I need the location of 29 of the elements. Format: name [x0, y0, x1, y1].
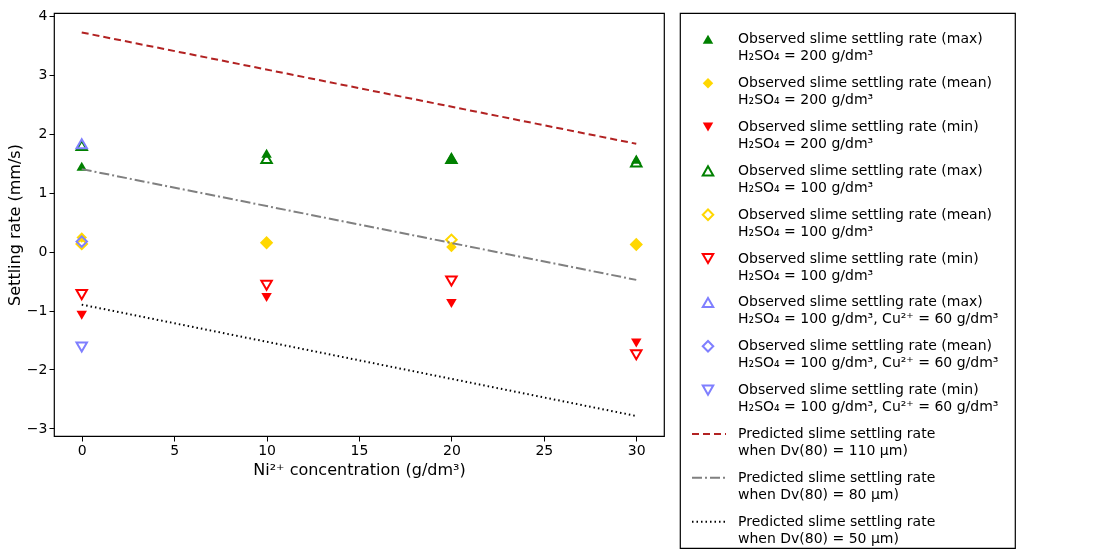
legend-label: Observed slime settling rate (min) H₂SO₄ = 100 g/dm³, Cu²⁺ = 60 g/dm³	[738, 381, 999, 415]
legend-label: Predicted slime settling rate when Dv(80) = 110 μm)	[738, 424, 936, 458]
x-tick-label: 25	[535, 441, 554, 458]
y-tick-label: 3	[38, 66, 48, 83]
legend-label: Observed slime settling rate (max) H₂SO₄ = 200 g/dm³	[738, 30, 983, 64]
x-tick-label: 10	[258, 441, 276, 458]
legend-label: Observed slime settling rate (min) H₂SO₄ = 200 g/dm³	[738, 118, 979, 152]
legend-label: Observed slime settling rate (mean) H₂SO₄ = 200 g/dm³	[738, 74, 992, 108]
legend-label: Predicted slime settling rate when Dv(80) = 80 μm)	[738, 468, 936, 502]
y-tick-label: 4	[38, 7, 48, 24]
legend-label: Observed slime settling rate (mean) H₂SO₄ = 100 g/dm³, Cu²⁺ = 60 g/dm³	[738, 337, 999, 371]
x-axis-title: Ni²⁺ concentration (g/dm³)	[253, 459, 466, 479]
y-tick-label: −1	[26, 302, 48, 319]
y-tick-label: 1	[38, 184, 48, 201]
x-tick-label: 15	[350, 441, 369, 458]
legend-label: Predicted slime settling rate when Dv(80) = 50 μm)	[738, 512, 936, 546]
x-tick-label: 20	[443, 441, 461, 458]
x-tick-label: 30	[627, 441, 646, 458]
legend-label: Observed slime settling rate (max) H₂SO₄ = 100 g/dm³, Cu²⁺ = 60 g/dm³	[738, 293, 999, 327]
x-tick-label: 0	[77, 441, 87, 458]
x-tick-label: 5	[170, 441, 180, 458]
legend-label: Observed slime settling rate (mean) H₂SO₄ = 100 g/dm³	[738, 205, 992, 239]
legend-label: Observed slime settling rate (min) H₂SO₄ = 100 g/dm³	[738, 249, 979, 283]
y-tick-label: 0	[38, 243, 48, 260]
y-tick-label: −2	[26, 360, 48, 377]
y-tick-label: 2	[38, 125, 48, 142]
y-axis-title: Settling rate (mm/s)	[4, 144, 24, 306]
y-tick-label: −3	[26, 419, 48, 436]
legend-label: Observed slime settling rate (max) H₂SO₄ = 100 g/dm³	[738, 161, 983, 195]
